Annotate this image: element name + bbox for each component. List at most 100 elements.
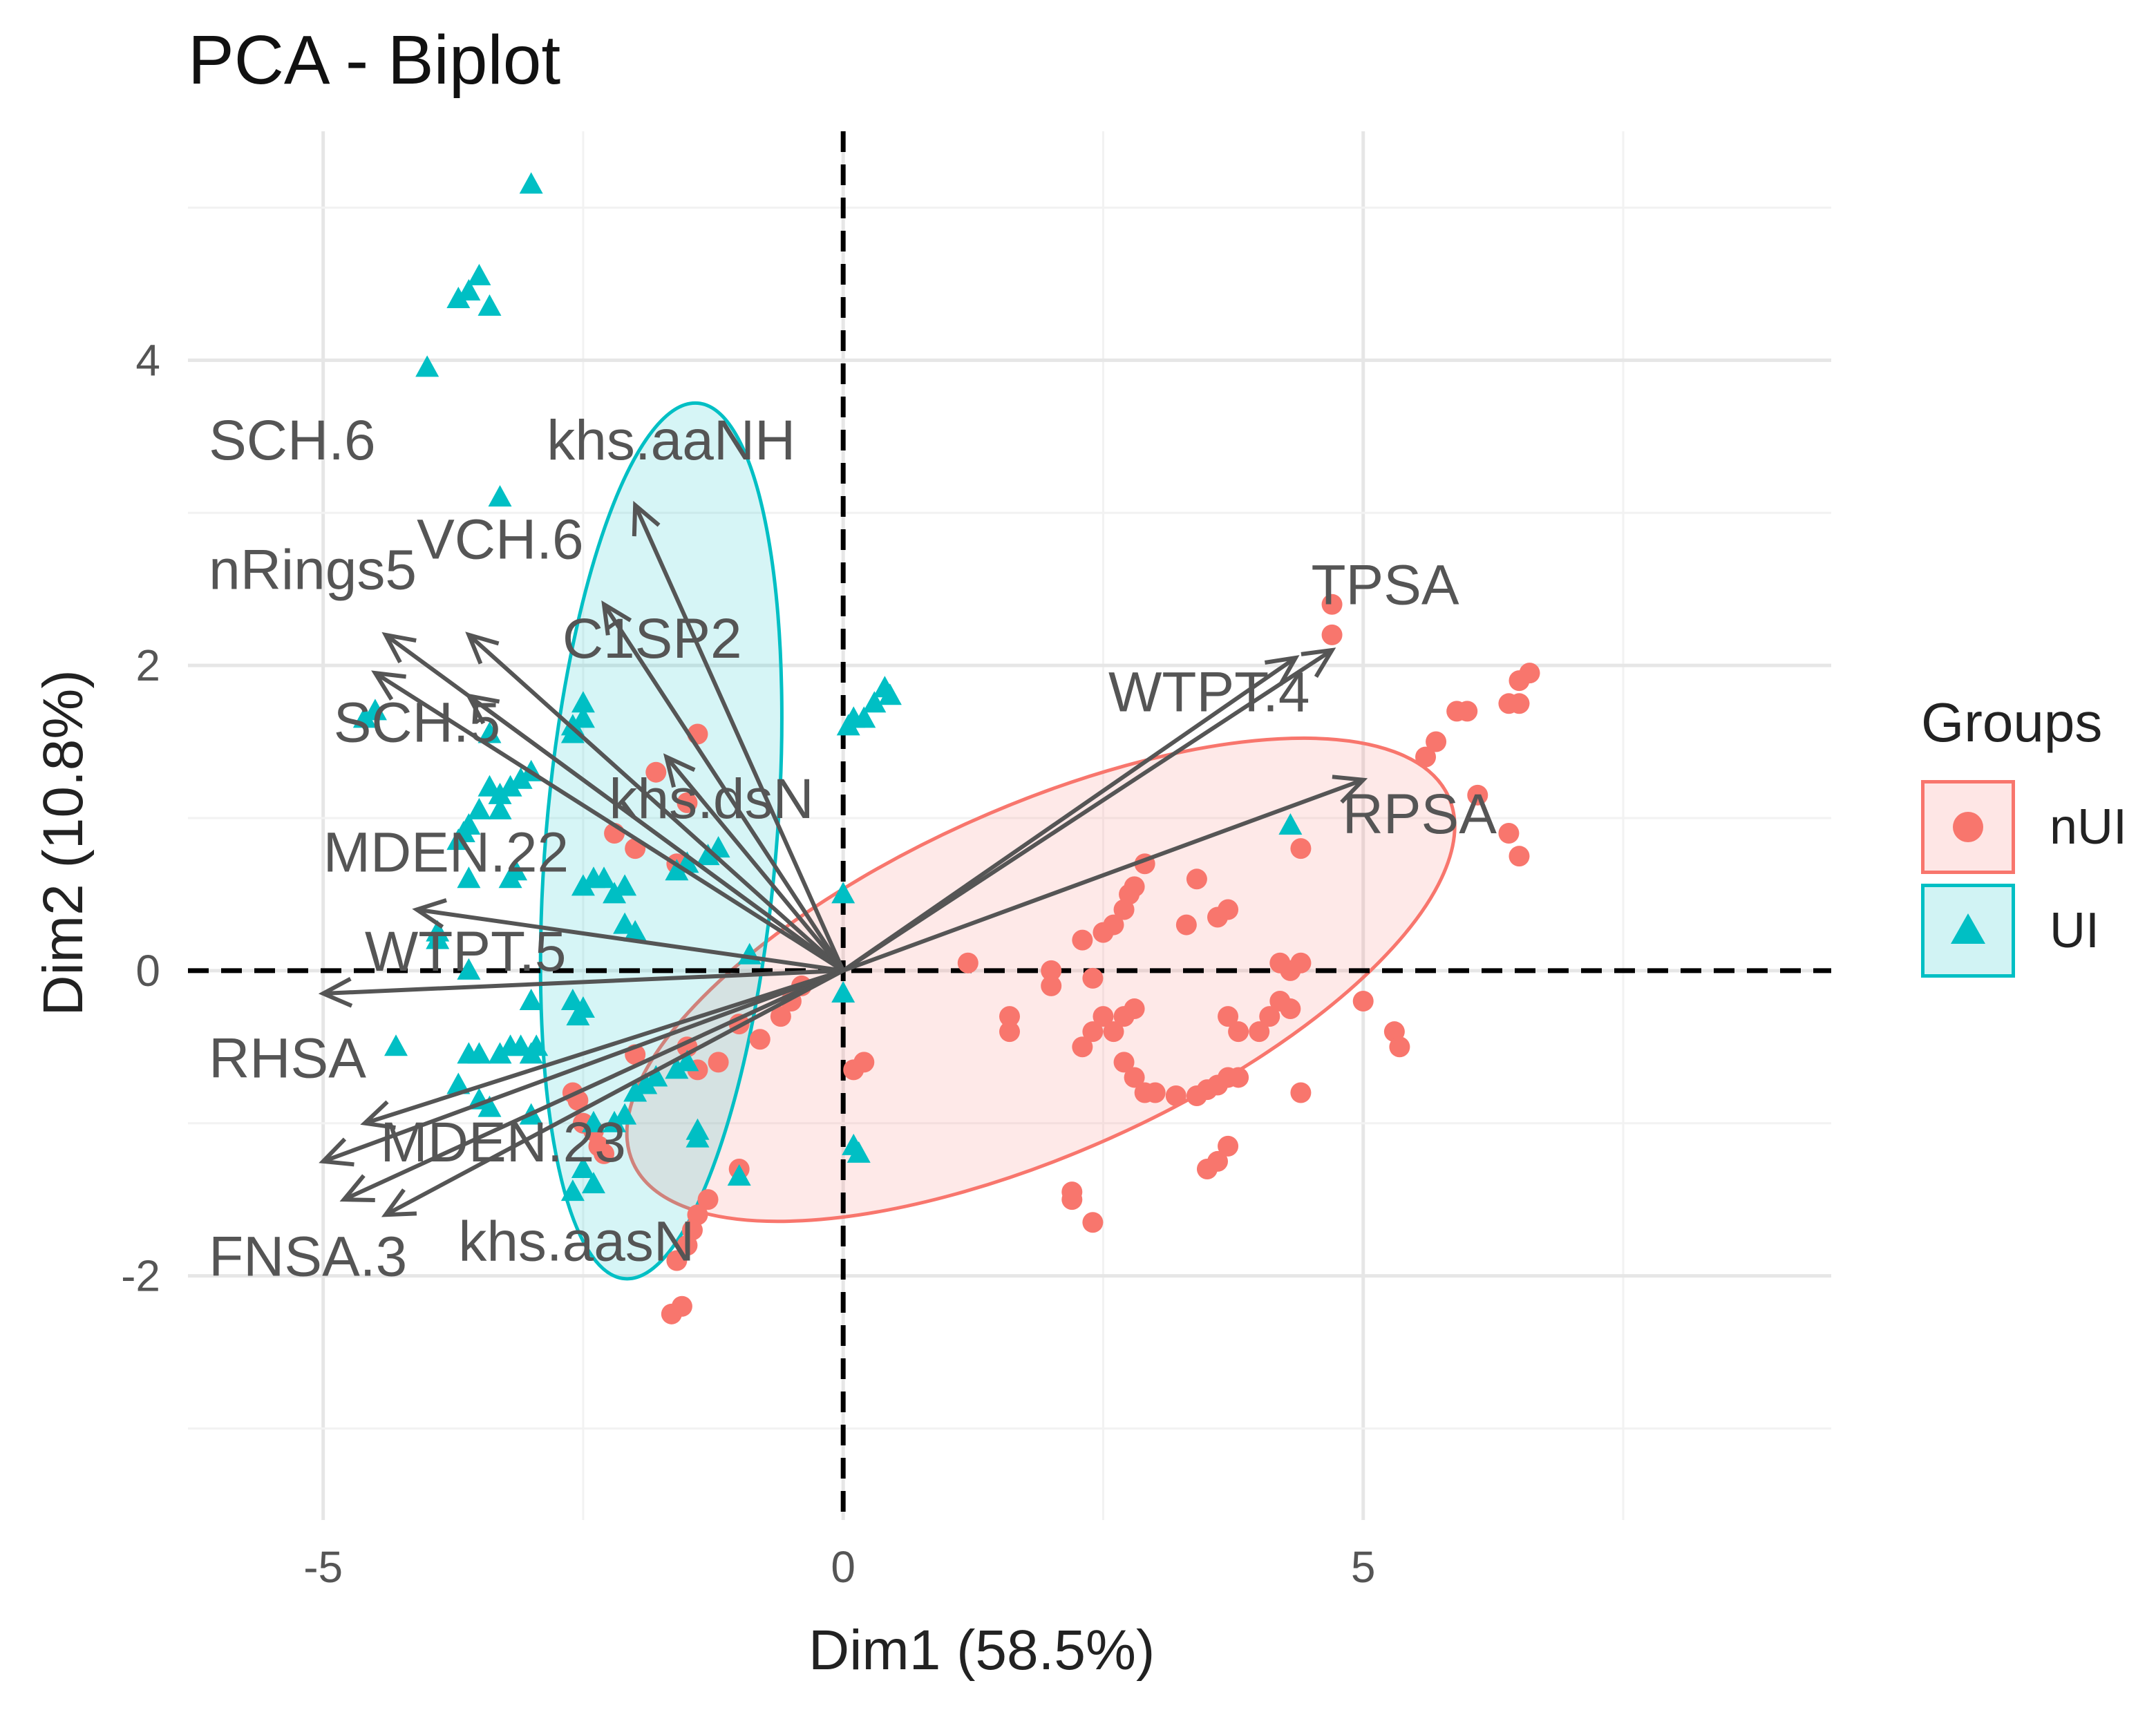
variable-label-tpsa: TPSA — [1311, 554, 1459, 617]
point-ui — [878, 683, 902, 705]
point-ui — [685, 1118, 710, 1140]
y-axis-label: Dim2 (10.8%) — [32, 669, 95, 1016]
point-ui — [560, 1179, 585, 1202]
point-nui — [677, 1235, 698, 1256]
point-nui — [1426, 731, 1447, 752]
point-nui — [1509, 846, 1530, 867]
arrow-wtpt-4 — [842, 656, 1297, 973]
arrow-mden-22 — [416, 907, 844, 973]
point-ui — [1278, 813, 1303, 835]
arrowhead-rhsa — [319, 1137, 354, 1167]
point-ui — [363, 699, 387, 721]
point-nui — [1082, 1212, 1104, 1233]
point-ui — [488, 782, 512, 804]
point-ui — [831, 882, 855, 904]
point-nui — [666, 1250, 688, 1271]
point-nui — [1175, 914, 1197, 936]
point-nui — [749, 1029, 770, 1050]
point-nui — [1352, 991, 1374, 1012]
point-ui — [477, 775, 502, 797]
arrowhead-tpsa — [1301, 647, 1336, 678]
point-ui — [696, 844, 720, 866]
point-ui — [566, 1004, 590, 1026]
legend-title: Groups — [1921, 692, 2103, 753]
legend: Groups nUI UI — [1921, 691, 2127, 982]
point-nui — [1228, 1021, 1249, 1043]
variable-label-nrings5: nRings5 — [209, 539, 417, 602]
x-tick-label: 5 — [1351, 1542, 1376, 1592]
variable-label-khs-aasn: khs.aasN — [458, 1210, 694, 1273]
point-nui — [1186, 868, 1207, 890]
point-ui — [623, 920, 647, 942]
point-ui — [831, 980, 855, 1003]
point-ui — [446, 828, 471, 851]
arrow-sch-5 — [467, 694, 844, 973]
point-ui — [613, 874, 637, 896]
arrow-wtpt-5 — [323, 968, 844, 996]
point-ui — [504, 859, 528, 881]
arrow-fnsa-3 — [343, 969, 844, 1202]
variable-label-wtpt-4: WTPT.4 — [1108, 661, 1310, 723]
variable-label-mden-23: MDEN.23 — [380, 1111, 625, 1174]
point-nui — [1082, 967, 1104, 989]
point-nui — [1113, 1052, 1135, 1073]
point-nui — [770, 1006, 791, 1027]
point-ui — [571, 1156, 595, 1178]
point-nui — [1144, 1082, 1166, 1103]
legend-key-nui — [1921, 780, 2015, 874]
point-nui — [1165, 1085, 1186, 1106]
point-nui — [1269, 952, 1291, 974]
point-nui — [1072, 1036, 1093, 1058]
arrowhead-vch-6 — [465, 631, 500, 665]
variable-arrows — [318, 500, 1368, 1217]
arrowhead-mden-22 — [412, 898, 447, 929]
point-nui — [1321, 593, 1343, 615]
legend-entry-ui: UI — [1921, 879, 2127, 982]
point-nui — [1228, 1067, 1249, 1088]
y-tick-label: -2 — [121, 1251, 160, 1301]
arrowhead-wtpt-4 — [1264, 655, 1300, 686]
point-ui — [581, 1110, 605, 1132]
y-tick-label: 4 — [135, 335, 160, 385]
arrow-tpsa — [842, 648, 1334, 973]
origin-axes — [188, 131, 1831, 1520]
point-nui — [1290, 838, 1312, 860]
point-ui — [477, 721, 502, 743]
point-ui — [477, 294, 502, 316]
legend-label-ui: UI — [2050, 903, 2099, 958]
point-ui — [352, 706, 377, 728]
legend-circle-icon — [1953, 812, 1983, 842]
variable-label-mden-22: MDEN.22 — [323, 821, 569, 884]
point-ui — [592, 866, 616, 889]
point-nui — [1218, 1006, 1239, 1027]
point-ui — [488, 485, 512, 507]
point-ui — [524, 1034, 549, 1056]
variable-label-wtpt-5: WTPT.5 — [365, 920, 567, 983]
arrowhead-khs-dsn — [663, 753, 696, 788]
point-nui — [957, 952, 978, 974]
ellipse-nui — [625, 736, 1457, 1224]
point-nui — [1072, 929, 1093, 951]
point-ui — [467, 1042, 491, 1064]
point-nui — [1218, 899, 1239, 920]
point-nui — [1415, 746, 1437, 768]
point-ui — [852, 706, 876, 728]
point-ui — [519, 172, 543, 194]
point-ui — [571, 691, 595, 713]
chart-title: PCA - Biplot — [188, 21, 561, 99]
point-nui — [1207, 1150, 1229, 1172]
point-nui — [645, 761, 667, 783]
point-ui — [847, 1141, 871, 1163]
point-nui — [1103, 1021, 1124, 1043]
point-nui — [1457, 701, 1478, 722]
point-ui — [603, 882, 627, 904]
variable-label-rhsa: RHSA — [209, 1027, 366, 1090]
axis-ticks: -5 0 5 -2 0 2 4 — [121, 335, 1375, 1592]
point-nui — [1082, 1021, 1104, 1043]
point-nui — [853, 1052, 875, 1073]
point-ui — [675, 1050, 699, 1072]
point-ui — [384, 1034, 408, 1056]
point-ui — [488, 797, 512, 819]
point-ui — [603, 1110, 627, 1132]
point-nui — [697, 1189, 719, 1210]
